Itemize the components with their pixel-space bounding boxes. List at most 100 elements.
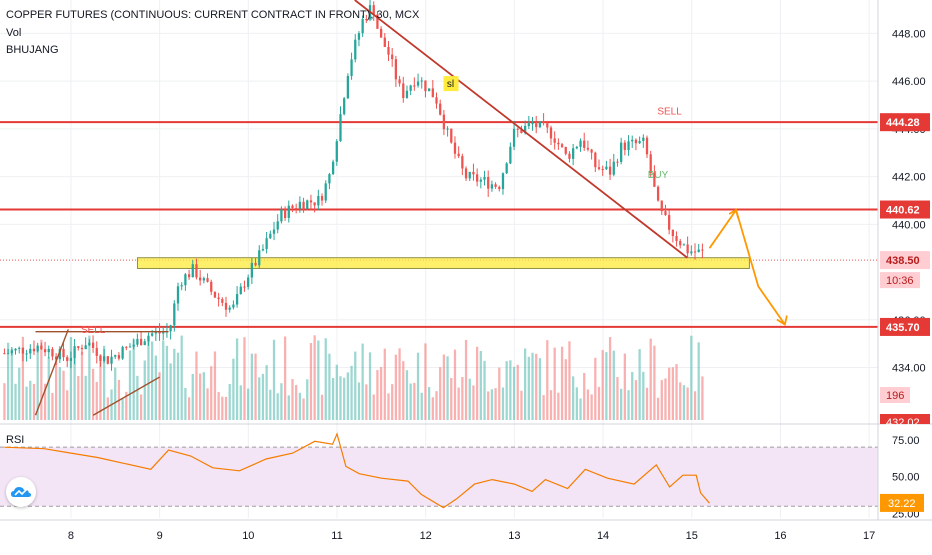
candle-body [213,291,217,298]
candle-body [132,344,135,347]
volume-bar [413,382,416,420]
y-tick-label: 442.00 [892,172,926,184]
candle-body [224,302,228,310]
candle-body [343,98,346,115]
volume-bar [520,390,523,420]
volume-bar [420,392,423,420]
bottom-badge-bg [880,414,930,424]
candle-body [125,346,128,348]
volume-bar [583,373,586,420]
candle-body [302,201,305,209]
rsi-tick-label: 75.00 [892,435,920,447]
candle-body [538,121,542,128]
volume-bar [354,351,357,420]
candle-body [25,353,28,355]
candle-body [91,342,95,348]
y-tick-label: 434.00 [892,363,926,375]
candle-body [660,200,663,212]
candle-body [309,200,313,203]
x-tick-label: 10 [242,530,254,542]
candle-body [6,353,10,355]
candle-body [427,88,431,92]
volume-bar [668,367,671,420]
volume-bar [158,372,161,420]
candle-body [40,345,43,350]
left-trendline [34,329,69,416]
volume-bar [365,384,368,420]
volume-bar [553,347,556,420]
volume-bar [512,366,516,420]
volume-bar [535,353,538,420]
volume-bar [642,371,645,420]
candle-body [620,142,623,162]
volume-bar [176,352,180,420]
candle-body [162,332,165,334]
candle-body [509,146,512,164]
candle-body [36,345,39,352]
chart-title: COPPER FUTURES (CONTINUOUS: CURRENT CONT… [6,9,420,21]
volume-bar [239,385,242,420]
volume-bar [379,367,383,420]
candle-body [361,19,364,34]
candle-body [47,348,50,353]
candle-body [254,262,257,266]
cloud-chart-icon [11,487,31,497]
tradingview-logo[interactable] [6,477,36,507]
candle-body [608,166,612,175]
volume-bar [560,346,564,420]
volume-bar [195,351,198,420]
volume-bar [224,396,228,420]
volume-bar [80,351,84,420]
candles [3,0,704,371]
candle-body [679,240,682,246]
volume-bar [261,373,265,420]
candle-body [88,342,91,346]
volume-bar [509,360,512,420]
countdown-label: 10:36 [886,275,914,287]
candle-body [498,186,501,190]
candle-body [232,304,235,308]
volume-bar [472,385,475,420]
candle-body [572,148,575,159]
candle-body [697,249,700,253]
bottom-badge-label: 432.02 [886,417,920,429]
volume-bar [143,360,146,420]
volume-bar [409,383,412,420]
candle-body [272,229,276,234]
candle-body [594,152,597,168]
volume-bar [601,350,604,420]
level-badge-bg [880,317,930,336]
candle-body [313,202,316,206]
candle-body [335,141,338,162]
candle-body [250,262,254,278]
volume-bar [524,348,527,420]
candle-body [43,349,47,353]
volume-bar [527,356,530,420]
candle-body [634,139,638,144]
volume-bar [313,335,316,420]
volume-bar [154,355,157,420]
candle-body [10,350,13,354]
volume-bar [165,345,169,420]
candle-body [664,211,667,216]
volume-bar [283,336,287,420]
candle-body [239,286,242,295]
volume-bar [575,387,578,420]
candle-body [590,149,593,153]
candle-body [228,307,231,310]
volume-bar [612,350,615,420]
volume-bar [394,354,398,420]
candle-body [276,221,279,230]
volume-bar [664,378,667,420]
volume-bar [690,335,693,420]
volume-bar [210,366,213,420]
candle-body [612,161,615,175]
volume-bar [693,391,697,420]
candle-body [675,235,678,241]
volume-bar [590,394,593,420]
volume-bar [202,372,205,420]
volume-bar [542,395,545,420]
candle-body [106,356,109,364]
